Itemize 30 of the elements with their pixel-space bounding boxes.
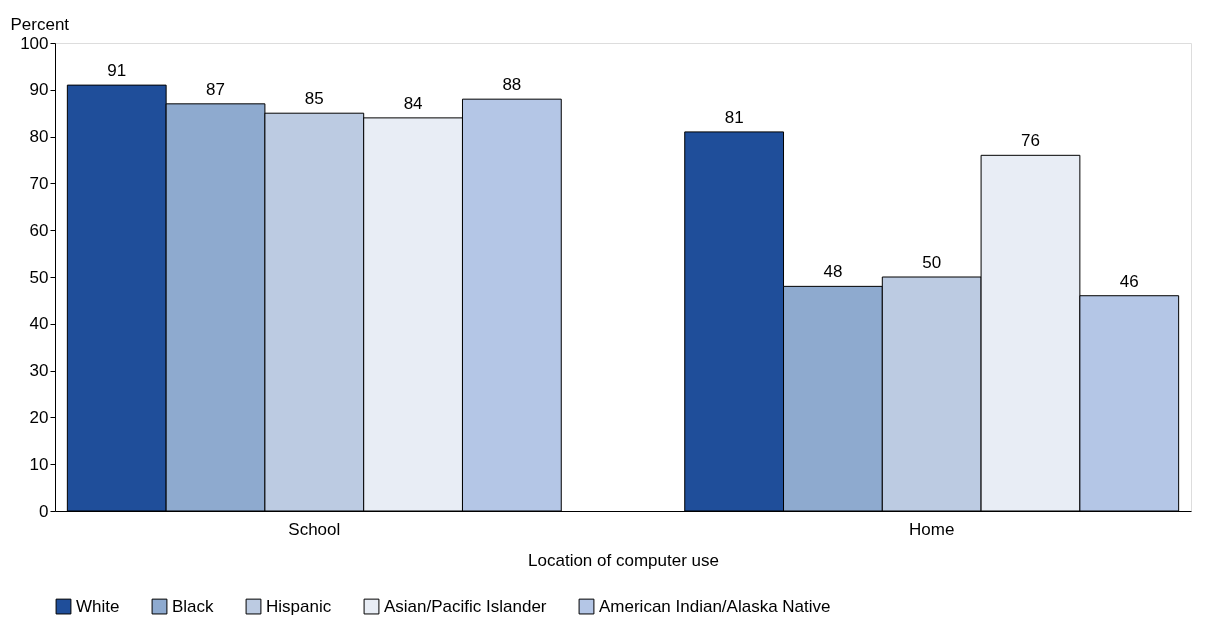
y-tick-label: 80 [29, 127, 49, 147]
legend-label: Asian/Pacific Islander [384, 596, 547, 616]
y-tick-label: 40 [29, 314, 49, 334]
data-label: 84 [403, 93, 423, 113]
y-tick-label: 60 [29, 220, 49, 240]
y-tick-label: 70 [29, 173, 49, 193]
x-tick-label: Home [909, 519, 955, 539]
y-tick-label: 30 [29, 361, 49, 381]
legend-label: American Indian/Alaska Native [599, 596, 831, 616]
data-label: 76 [1021, 131, 1040, 151]
legend-label: Black [172, 596, 215, 616]
y-tick-label: 50 [29, 267, 49, 287]
x-axis-title: Location of computer use [528, 550, 719, 570]
data-label: 85 [304, 89, 324, 109]
y-tick-label: 100 [20, 33, 49, 53]
y-axis-title: Percent [10, 14, 70, 34]
data-label: 50 [922, 253, 942, 272]
data-label: 91 [107, 61, 127, 81]
data-label: 48 [823, 262, 843, 282]
y-tick-label: 90 [29, 80, 49, 100]
data-label: 46 [1119, 271, 1139, 291]
data-label: 87 [206, 79, 225, 99]
y-tick-label: 0 [39, 501, 49, 521]
y-tick-label: 10 [29, 454, 49, 474]
legend-label: White [76, 596, 120, 616]
data-label: 81 [724, 107, 744, 127]
y-tick-label: 20 [29, 407, 49, 427]
legend-label: Hispanic [266, 596, 332, 616]
x-tick-label: School [288, 519, 341, 539]
data-label: 88 [502, 75, 522, 95]
